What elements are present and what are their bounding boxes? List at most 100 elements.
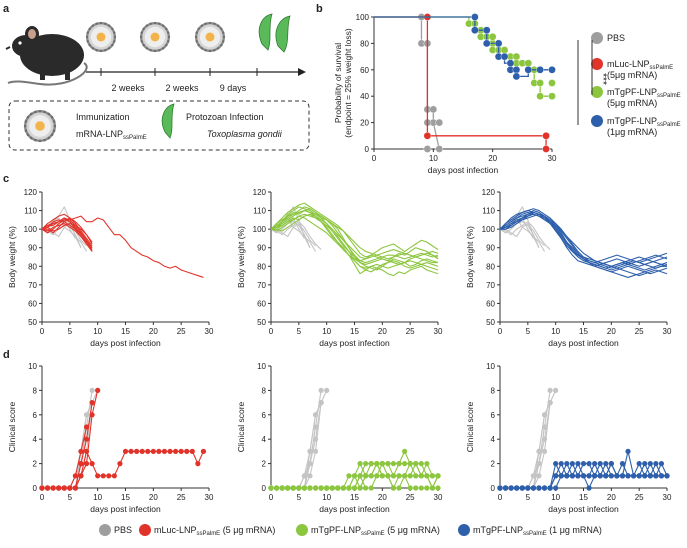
score-point <box>324 387 330 393</box>
mouse-icon <box>5 26 88 86</box>
score-point <box>653 473 659 479</box>
score-point <box>279 485 285 491</box>
survival-point <box>542 131 550 140</box>
score-point <box>385 461 391 467</box>
score-point <box>580 461 587 467</box>
survival-series-line <box>374 16 440 150</box>
score-point <box>273 485 280 491</box>
lnp-icon <box>85 21 117 53</box>
score-point <box>608 473 614 479</box>
series-line <box>270 206 438 265</box>
score-point <box>83 461 90 467</box>
score-point <box>173 448 179 454</box>
score-point <box>497 485 503 491</box>
series-line <box>42 390 99 489</box>
y-tick-label: 10 <box>257 362 266 371</box>
score-point <box>318 387 324 393</box>
score-chart-mtgpf-5ug: 0 5 10 15 20 25 30 0 2 4 6 8 10 days post infection Cl… <box>236 362 443 514</box>
survival-point <box>500 52 509 61</box>
x-tick-label: 20 <box>149 493 158 502</box>
score-point <box>67 485 73 491</box>
score-point <box>167 448 173 454</box>
series-line <box>500 223 545 247</box>
score-point <box>580 473 587 479</box>
y-tick-label: 120 <box>24 188 38 197</box>
score-point <box>597 473 603 479</box>
series-line <box>499 210 667 278</box>
score-point <box>78 448 84 454</box>
score-point <box>547 485 553 491</box>
x-tick-label: 5 <box>526 493 531 502</box>
legend-swatch <box>591 32 603 44</box>
y-axis-label: Body weight (%) <box>236 226 246 288</box>
score-point <box>379 473 385 479</box>
legend-label: mLuc-LNPssPalmE <box>607 59 673 71</box>
legend-swatch <box>458 524 470 536</box>
score-point <box>541 448 548 454</box>
x-tick-label: 10 <box>322 493 331 502</box>
x-tick-label: 15 <box>121 327 130 336</box>
legend-label-dose: (5 μg mRNA) <box>385 525 440 535</box>
score-point <box>429 485 436 491</box>
legend-label-name: mTgPF-LNP <box>607 116 657 126</box>
x-tick-label: 25 <box>635 327 644 336</box>
x-tick-label: 25 <box>177 327 186 336</box>
score-point <box>558 473 564 479</box>
y-tick-label: 8 <box>33 386 38 395</box>
score-point <box>664 473 670 479</box>
x-axis-label: days post infection <box>319 504 390 514</box>
score-point <box>525 485 531 491</box>
x-tick-label: 20 <box>607 327 616 336</box>
legend-immunization: Immunization <box>76 112 130 122</box>
legend-label-sub: ssPalmE <box>197 531 221 537</box>
score-point <box>50 485 56 491</box>
score-point <box>357 485 363 491</box>
legend-label: PBS <box>607 33 625 43</box>
lnp-icon <box>23 109 57 143</box>
legend-label-sub: ssPalmE <box>657 93 681 99</box>
x-tick-label: 5 <box>297 493 302 502</box>
y-tick-label: 90 <box>486 244 495 253</box>
x-tick-label: 10 <box>429 154 438 163</box>
score-point <box>178 448 184 454</box>
survival-point <box>482 26 491 35</box>
score-point <box>608 461 614 467</box>
score-point <box>541 412 548 418</box>
score-point <box>61 485 67 491</box>
series-line <box>271 213 439 260</box>
y-tick-label: 50 <box>28 318 37 327</box>
y-tick-label: 120 <box>482 188 496 197</box>
x-tick-label: 30 <box>205 327 214 336</box>
legend-label-name: PBS <box>607 33 625 43</box>
y-tick-label: 70 <box>28 281 37 290</box>
score-point <box>285 485 291 491</box>
y-tick-label: 70 <box>257 281 266 290</box>
legend-dose: (1μg mRNA) <box>607 127 657 137</box>
x-axis-label: days post infection <box>548 338 619 348</box>
score-point <box>536 473 542 479</box>
y-tick-label: 60 <box>486 299 495 308</box>
x-axis-label: days post infection <box>548 504 619 514</box>
legend-swatch <box>591 86 603 98</box>
score-point <box>78 461 84 467</box>
x-tick-label: 5 <box>297 327 302 336</box>
score-point <box>619 461 626 467</box>
score-point <box>39 485 45 491</box>
score-point <box>564 461 570 467</box>
series-line <box>500 390 557 489</box>
y-tick-label: 50 <box>486 318 495 327</box>
y-tick-label: 60 <box>257 299 266 308</box>
y-tick-label: 2 <box>33 460 38 469</box>
x-tick-label: 10 <box>93 493 102 502</box>
panel-a: a 2 weeks 2 weeks 9 days <box>3 3 310 151</box>
score-point <box>150 448 156 454</box>
score-point <box>418 473 424 479</box>
y-tick-label: 0 <box>33 484 38 493</box>
survival-point <box>482 39 491 48</box>
x-tick-label: 0 <box>40 327 45 336</box>
score-point <box>351 485 358 491</box>
score-point <box>368 485 374 491</box>
legend-label-name: mLuc-LNP <box>607 59 650 69</box>
y-tick-label: 4 <box>33 435 38 444</box>
